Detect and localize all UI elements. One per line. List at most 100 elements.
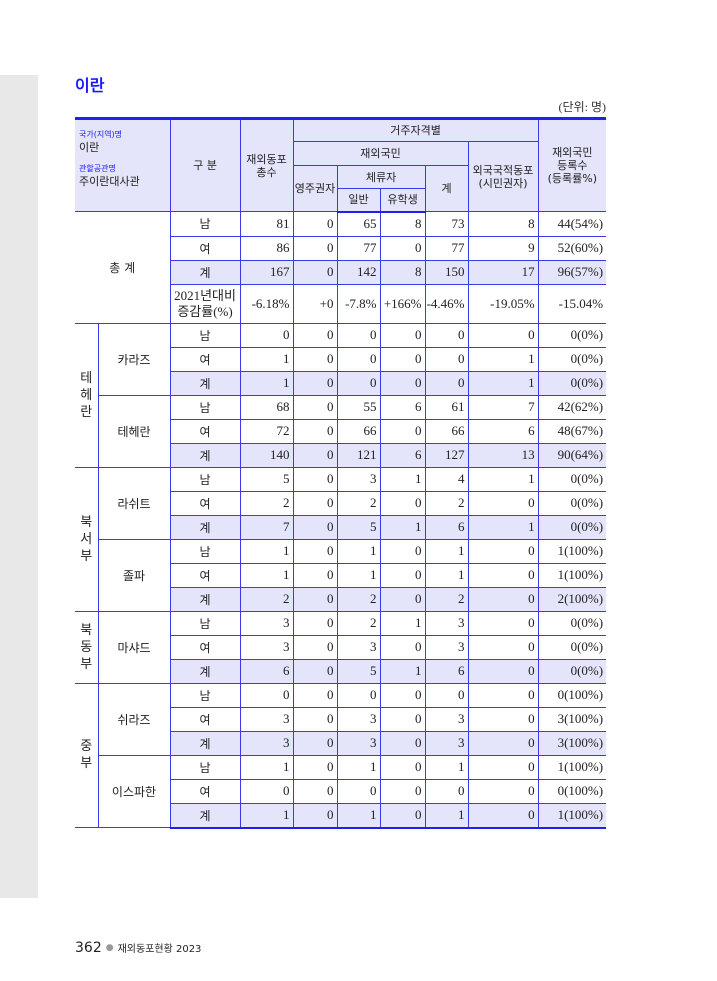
- value-cell: 3: [336, 706, 381, 732]
- value-cell: 0: [467, 754, 539, 780]
- value-cell: 13: [467, 442, 539, 468]
- gender-cell: 남: [169, 682, 241, 708]
- value-cell: 61: [424, 394, 469, 420]
- value-cell: 0: [467, 586, 539, 612]
- value-cell: 0: [292, 658, 338, 684]
- region-label: 중 부: [75, 682, 99, 828]
- value-cell: 0: [292, 682, 338, 708]
- change-value-cell: -19.05%: [467, 283, 539, 324]
- value-cell: 0: [467, 490, 539, 516]
- value-cell: 0: [379, 562, 426, 588]
- city-label: 마샤드: [97, 610, 171, 684]
- value-cell: 0(0%): [537, 370, 607, 396]
- value-cell: 150: [424, 259, 469, 285]
- value-cell: 1: [424, 802, 469, 829]
- value-cell: 65: [336, 211, 381, 237]
- value-cell: 121: [336, 442, 381, 468]
- table-row: 총 계 남 81 0 65 8 73 8 44(54%): [75, 211, 607, 324]
- table-row: 여 1 0 1 0 1 0 1(100%): [75, 562, 607, 588]
- value-cell: 0: [292, 730, 338, 756]
- value-cell: 6: [424, 658, 469, 684]
- gender-cell: 여: [169, 706, 241, 732]
- gender-cell: 계: [169, 370, 241, 396]
- value-cell: 0: [239, 778, 294, 804]
- value-cell: 0: [292, 610, 338, 636]
- value-cell: 0(0%): [537, 346, 607, 372]
- value-cell: 81: [239, 211, 294, 237]
- value-cell: 1: [379, 466, 426, 492]
- table-row: 여 0 0 0 0 0 0 0(100%): [75, 778, 607, 804]
- table-row: 이스파한 남 1 0 1 0 1 0 1(100%): [75, 754, 607, 828]
- value-cell: 0: [379, 346, 426, 372]
- value-cell: 0: [379, 586, 426, 612]
- change-label: 2021년대비 증감률(%): [169, 283, 241, 324]
- value-cell: 6: [467, 418, 539, 444]
- page-footer: 362 ● 재외동포현황 2023: [75, 940, 201, 956]
- table-row: 계 7 0 5 1 6 1 0(0%): [75, 514, 607, 540]
- value-cell: 72: [239, 418, 294, 444]
- table-row: 졸파 남 1 0 1 0 1 0 1(100%): [75, 538, 607, 612]
- value-cell: 6: [379, 394, 426, 420]
- value-cell: 8: [467, 211, 539, 237]
- value-cell: 0: [239, 682, 294, 708]
- city-label: 이스파한: [97, 754, 171, 828]
- value-cell: 1: [467, 466, 539, 492]
- table-body: 총 계 남 81 0 65 8 73 8 44(54%) 여 86 0 77 0 77 9 52(60%) 계 16…: [75, 211, 607, 829]
- table-row: 여 72 0 66 0 66 6 48(67%): [75, 418, 607, 444]
- gender-cell: 여: [169, 562, 241, 588]
- value-cell: 3: [239, 610, 294, 636]
- value-cell: 2: [336, 490, 381, 516]
- residence-header: 거주자격별: [292, 117, 539, 142]
- value-cell: 66: [336, 418, 381, 444]
- gender-cell: 계: [169, 658, 241, 684]
- value-cell: 0: [239, 322, 294, 348]
- category-header: 구 분: [169, 117, 241, 212]
- value-cell: 5: [336, 514, 381, 540]
- value-cell: 1: [336, 754, 381, 780]
- value-cell: 17: [467, 259, 539, 285]
- value-cell: 1(100%): [537, 754, 607, 780]
- change-value-cell: -7.8%: [336, 283, 381, 324]
- table-row: 여 1 0 0 0 0 1 0(0%): [75, 346, 607, 372]
- page-number: 362: [75, 940, 102, 956]
- value-cell: 1: [239, 562, 294, 588]
- value-cell: 3: [239, 634, 294, 660]
- gender-cell: 계: [169, 259, 241, 285]
- gender-cell: 계: [169, 442, 241, 468]
- gender-cell: 여: [169, 778, 241, 804]
- value-cell: 1(100%): [537, 802, 607, 829]
- value-cell: 0: [292, 346, 338, 372]
- value-cell: 1: [467, 346, 539, 372]
- mission-name: 주이란대사관: [79, 175, 140, 188]
- table-row: 중 부 쉬라즈 남 0 0 0 0 0 0 0(100%): [75, 682, 607, 828]
- value-cell: 0: [467, 658, 539, 684]
- city-label: 테헤란: [97, 394, 171, 468]
- value-cell: 0: [467, 538, 539, 564]
- value-cell: 0: [467, 706, 539, 732]
- value-cell: 0: [292, 322, 338, 348]
- value-cell: 1: [424, 562, 469, 588]
- gender-cell: 여: [169, 418, 241, 444]
- value-cell: 1: [379, 610, 426, 636]
- value-cell: 4: [424, 466, 469, 492]
- value-cell: 1(100%): [537, 562, 607, 588]
- value-cell: 1: [239, 370, 294, 396]
- foreign-header: 외국국적동포 (시민권자): [467, 141, 539, 212]
- value-cell: 9: [467, 235, 539, 261]
- value-cell: 0: [379, 706, 426, 732]
- registered-header: 재외국민 등록수 (등록률%): [537, 117, 607, 212]
- value-cell: 3(100%): [537, 706, 607, 732]
- mission-label: 관할공관명: [79, 164, 116, 173]
- value-cell: 0: [379, 538, 426, 564]
- value-cell: 6: [239, 658, 294, 684]
- value-cell: 0(0%): [537, 634, 607, 660]
- value-cell: 0: [379, 778, 426, 804]
- value-cell: 0(100%): [537, 682, 607, 708]
- value-cell: 55: [336, 394, 381, 420]
- value-cell: 0: [292, 235, 338, 261]
- city-label: 졸파: [97, 538, 171, 612]
- value-cell: 1: [467, 370, 539, 396]
- value-cell: 44(54%): [537, 211, 607, 237]
- value-cell: 0(0%): [537, 466, 607, 492]
- value-cell: 5: [239, 466, 294, 492]
